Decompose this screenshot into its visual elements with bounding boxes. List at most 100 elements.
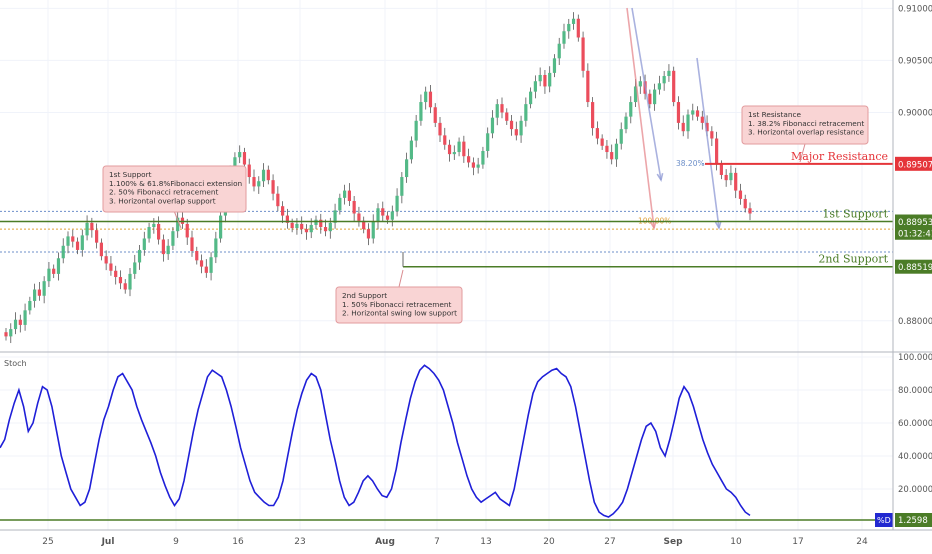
candle-body (400, 177, 404, 196)
candle-body (13, 319, 18, 330)
candle-body (285, 215, 289, 223)
candle-body (486, 133, 490, 152)
candle-body (571, 18, 576, 24)
candle-body (142, 238, 146, 250)
candle-body (118, 277, 123, 284)
candle-body (304, 229, 309, 233)
candle-body (23, 310, 27, 325)
candle-body (505, 112, 509, 121)
candle-body (33, 289, 37, 301)
candle-body (724, 174, 728, 181)
x-tick-label: 10 (730, 537, 742, 547)
candle-body (233, 157, 237, 173)
candle-body (624, 116, 628, 130)
candle-body (719, 164, 723, 175)
blue-projection-arrow-2-head (714, 221, 722, 231)
candle-body (290, 222, 294, 229)
note-line: 3. Horizontal overlap resistance (748, 128, 865, 137)
candle-body (171, 231, 175, 246)
x-tick-label: 7 (434, 537, 440, 547)
candle-body (395, 195, 399, 212)
candle-body (586, 70, 590, 103)
candle-body (524, 104, 528, 121)
candle-body (729, 172, 733, 181)
candle-body (281, 206, 285, 216)
candle-body (257, 181, 261, 187)
candle-body (309, 224, 313, 233)
candle-body (133, 262, 137, 274)
note-box (102, 165, 247, 213)
candle-body (209, 257, 213, 273)
candle-body (409, 140, 413, 160)
candle-body (500, 104, 504, 113)
price-tag (895, 259, 932, 274)
candle-body (490, 117, 495, 134)
candle-body (328, 222, 332, 232)
x-tick-label: 17 (792, 537, 803, 547)
candle-body (300, 223, 304, 230)
candle-body (366, 229, 371, 239)
candle-body (185, 223, 189, 238)
x-tick-label: 13 (480, 537, 491, 547)
candle-body (605, 145, 609, 153)
candle-body (514, 129, 518, 136)
stoch-tick-label: 80.0000 (898, 386, 932, 396)
candle-body (99, 242, 103, 257)
candle-body (452, 152, 456, 155)
stoch-value-tag (895, 513, 932, 527)
candle-body (457, 141, 461, 153)
x-tick-label: 20 (543, 537, 555, 547)
fib-38-label: 38.20% (676, 159, 705, 168)
candle-body (56, 258, 61, 274)
candle-body (428, 91, 433, 108)
note-line: 2. 50% Fibonacci retracement (109, 188, 218, 197)
blue-projection-arrow-head (656, 173, 664, 183)
candle-body (519, 120, 523, 136)
major-resistance-label: Major Resistance (791, 150, 888, 163)
candle-body (338, 197, 342, 211)
candle-body (385, 215, 390, 220)
candle-body (738, 190, 743, 199)
candle-body (476, 164, 480, 168)
candle-body (653, 89, 657, 105)
candle-body (562, 31, 566, 44)
candle-body (438, 122, 442, 136)
candle-body (657, 83, 661, 90)
candle-body (433, 107, 437, 123)
x-tick-label: 27 (604, 537, 615, 547)
candle-body (471, 162, 475, 168)
note-line: 1. 38.2% Fibonacci retracement (748, 119, 864, 128)
note-line: 2nd Support (342, 291, 387, 300)
candle-body (481, 151, 485, 165)
x-tick-label: Aug (375, 537, 395, 547)
candle-body (28, 300, 32, 311)
note-pointer (398, 269, 404, 288)
candle-body (95, 230, 99, 243)
candle-body (567, 23, 571, 32)
candle-body (638, 81, 642, 87)
stoch-value-label: 1.2598 (898, 516, 928, 526)
note-line: 3. Horizontal overlap support (109, 196, 216, 205)
candle-body (123, 283, 127, 290)
candle-body (352, 200, 356, 214)
candle-body (9, 329, 13, 337)
candle-body (66, 236, 70, 246)
candle-body (314, 219, 318, 225)
candle-body (695, 110, 700, 117)
candle-body (691, 110, 695, 115)
candle-body (614, 143, 619, 160)
red-projection-arrow-head (649, 221, 657, 231)
price-tag-label: 0.88519 (898, 263, 932, 273)
candle-body (371, 221, 375, 239)
candle-body (80, 235, 84, 250)
candle-body (576, 18, 580, 38)
candle-body (743, 198, 747, 209)
price-tag (895, 156, 932, 171)
note-box (335, 286, 463, 324)
candle-body (90, 222, 94, 231)
candle-body (199, 260, 204, 267)
